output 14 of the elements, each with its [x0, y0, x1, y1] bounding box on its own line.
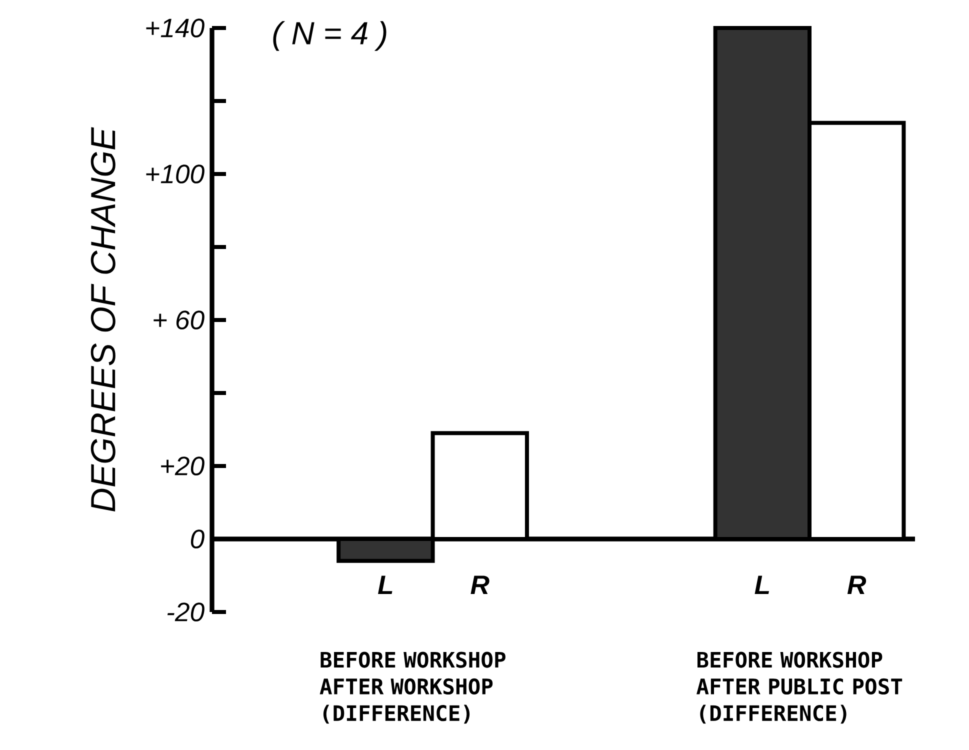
y-tick-label: +100 — [146, 164, 204, 184]
y-tick-label: + 60 — [154, 310, 204, 330]
y-tick-label: 0 — [190, 530, 204, 548]
y-axis-title: DEGREES OF CHANGE — [90, 127, 116, 512]
series-label: L — [378, 576, 392, 594]
x-tick-label: BEFORE WORKSHOP AFTER WORKSHOP (DIFFERENCE) — [320, 652, 506, 724]
chart-title: ( N = 4 ) — [273, 21, 386, 51]
text: R — [847, 576, 866, 594]
y-tick-label: +140 — [146, 18, 204, 38]
y-tick-label: -20 — [167, 602, 204, 622]
series-label: R — [470, 576, 490, 594]
x-tick-label: BEFORE WORKSHOP AFTER PUBLIC POST (DIFFERENCE) — [696, 652, 902, 724]
text: L — [754, 576, 770, 594]
y-tick-label: +20 — [161, 456, 204, 476]
